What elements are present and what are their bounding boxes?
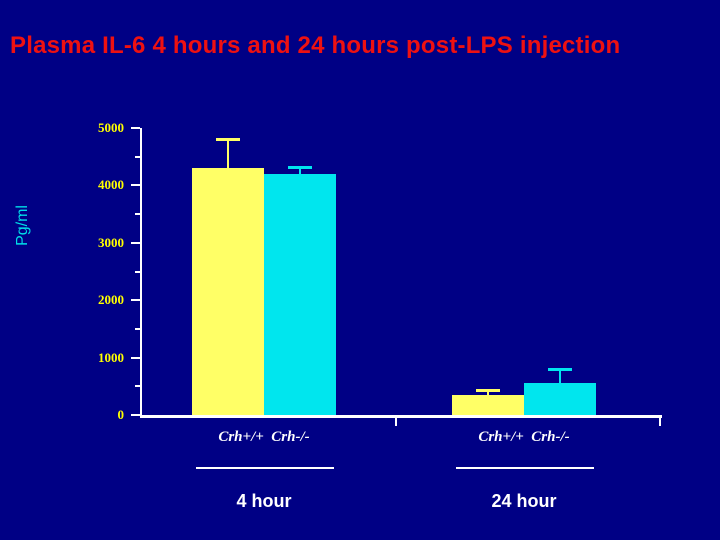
y-tick-label: 3000 [98, 234, 124, 250]
y-tick-major [131, 356, 140, 359]
error-bar-cap [548, 367, 572, 371]
error-bar-line [227, 139, 229, 169]
error-bar-cap [288, 166, 312, 170]
y-tick-label: 2000 [98, 292, 124, 308]
y-tick-label: 4000 [98, 177, 124, 193]
y-tick-minor [135, 327, 140, 330]
x-tick [659, 418, 661, 426]
bar [524, 383, 596, 415]
y-tick-major [131, 241, 140, 244]
error-bar-cap [216, 138, 240, 142]
y-tick-major [131, 127, 140, 129]
y-axis-label: Pg/ml [14, 205, 31, 246]
y-tick-label: 5000 [98, 120, 124, 135]
y-tick-major [131, 299, 140, 302]
error-bar-cap [476, 389, 500, 393]
slide-title: Plasma IL-6 4 hours and 24 hours post-LP… [10, 32, 621, 59]
category-labels: Crh+/+ Crh-/- [218, 429, 310, 445]
category-labels: Crh+/+ Crh-/- [478, 429, 570, 445]
y-tick-minor [135, 213, 140, 216]
error-bar-line [559, 368, 561, 384]
y-tick-major [131, 414, 140, 416]
y-tick-minor [135, 155, 140, 158]
bar [264, 173, 336, 415]
bar-chart: 0 1000 2000 3000 4000 5000 Crh+/+ Crh-/- 4 hour… [98, 120, 662, 511]
time-label: 24 hour [491, 491, 557, 511]
y-tick-minor [135, 270, 140, 273]
y-tick-label: 0 [117, 407, 125, 422]
y-tick-minor [135, 385, 140, 388]
bar [192, 168, 264, 415]
y-tick-label: 1000 [98, 349, 124, 365]
x-tick [395, 418, 397, 426]
error-bar-line [299, 167, 301, 174]
y-tick-major [131, 184, 140, 187]
group-underline [196, 467, 334, 469]
time-label: 4 hour [236, 491, 292, 511]
group-underline [456, 467, 594, 469]
bar [452, 394, 524, 415]
error-bar-line [487, 390, 489, 395]
